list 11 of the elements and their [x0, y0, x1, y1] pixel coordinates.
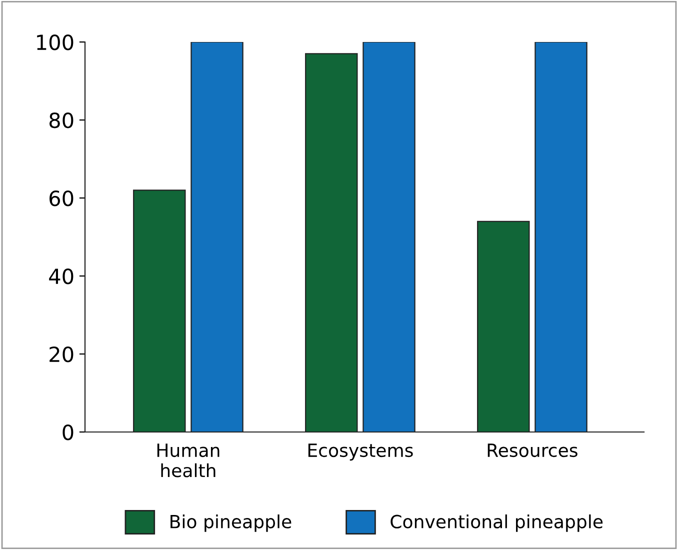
- y-tick-label: 40: [49, 268, 74, 284]
- x-tick-label: Human health: [157, 444, 220, 478]
- y-tick-label: 100: [37, 34, 74, 50]
- x-tick-label: Resources: [488, 444, 578, 458]
- y-tick-label: 20: [50, 346, 74, 362]
- x-tick-label: Ecosystems: [308, 444, 413, 461]
- y-tick-label: 80: [49, 112, 74, 128]
- legend-label: Bio pineapple: [170, 514, 292, 532]
- y-tick-label: 60: [50, 190, 74, 206]
- y-tick-label: 0: [62, 424, 74, 440]
- legend-label: Conventional pineapple: [390, 514, 603, 532]
